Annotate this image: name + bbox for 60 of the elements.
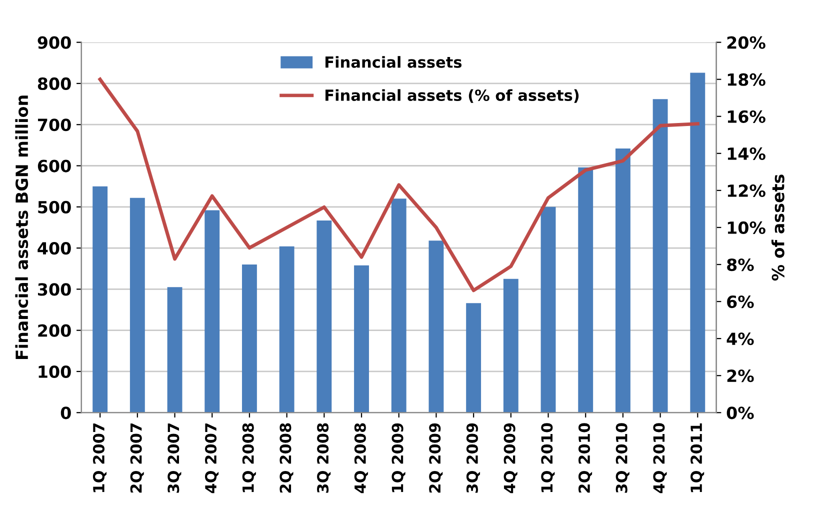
y-tick-label: 0 <box>60 406 71 420</box>
bar <box>540 206 556 413</box>
bar <box>130 198 145 413</box>
x-tick-label: 1Q 2009 <box>392 423 406 492</box>
bar <box>354 265 369 413</box>
y2-tick-label: 12% <box>728 184 766 198</box>
x-tick-label: 2Q 2007 <box>130 424 144 493</box>
y-tick-label: 100 <box>38 365 71 378</box>
y-tick-label: 800 <box>38 77 71 90</box>
y2-tick-label: 2% <box>727 370 754 382</box>
bar <box>391 198 406 413</box>
legend-label: Financial assets (% of assets) <box>326 89 579 103</box>
x-tick-label: 3Q 2007 <box>168 424 182 493</box>
y-tick-label: 500 <box>38 200 71 214</box>
y-tick-label: 700 <box>38 118 71 132</box>
x-tick-label: 4Q 2008 <box>354 423 368 494</box>
bar <box>652 99 668 413</box>
bar <box>615 148 630 413</box>
bar <box>92 186 108 413</box>
x-tick-label: 1Q 2007 <box>92 424 107 492</box>
x-tick-label: 2Q 2008 <box>280 423 294 493</box>
bar <box>466 303 482 413</box>
x-tick-label: 4Q 2007 <box>204 424 219 494</box>
y2-tick-label: 20% <box>727 36 766 49</box>
y-tick-label: 400 <box>38 242 71 255</box>
x-tick-label: 3Q 2009 <box>466 423 480 493</box>
x-tick-label: 4Q 2009 <box>504 423 518 494</box>
y2-tick-label: 8% <box>727 258 754 272</box>
y2-tick-label: 16% <box>728 110 766 123</box>
bar <box>279 246 294 413</box>
x-tick-label: 3Q 2010 <box>616 423 630 493</box>
x-tick-label: 1Q 2008 <box>242 423 256 492</box>
bar <box>316 220 332 413</box>
y2-tick-label: 18% <box>728 73 766 86</box>
y2-tick-label: 14% <box>728 147 766 160</box>
x-tick-label: 4Q 2010 <box>653 423 667 494</box>
x-tick-label: 2Q 2010 <box>578 423 592 493</box>
bar <box>690 72 706 413</box>
y2-tick-label: 4% <box>726 332 754 346</box>
x-tick-label: 2Q 2009 <box>429 423 443 493</box>
y-tick-label: 600 <box>38 160 71 172</box>
bar <box>428 240 444 413</box>
x-tick-label: 1Q 2011 <box>690 423 704 492</box>
bar <box>242 264 257 413</box>
y2-axis-title: % of assets <box>771 174 784 281</box>
bar <box>167 287 182 413</box>
y-tick-label: 200 <box>38 324 71 337</box>
y2-tick-label: 10% <box>728 221 766 234</box>
y2-tick-label: 0% <box>726 406 754 420</box>
y-tick-label: 300 <box>38 283 71 296</box>
y2-tick-label: 6% <box>727 295 754 308</box>
line-series <box>98 78 700 292</box>
legend-label: Financial assets <box>326 56 462 68</box>
bar <box>503 278 518 413</box>
y-axis-title: Financial assets BGN million <box>15 96 28 360</box>
bar <box>578 167 594 413</box>
bar <box>204 210 220 413</box>
x-tick-label: 3Q 2008 <box>317 423 331 493</box>
y-tick-label: 900 <box>38 36 71 49</box>
x-tick-label: 1Q 2010 <box>541 423 555 492</box>
